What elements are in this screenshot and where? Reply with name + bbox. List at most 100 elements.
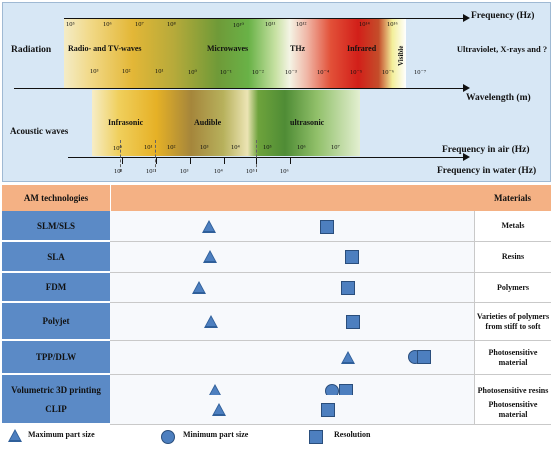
table-row-sla: SLA Resins <box>2 242 551 273</box>
water-frequency-tick: 10² <box>146 168 155 175</box>
scale-cell <box>110 303 474 341</box>
material-name: Photosensitive material <box>474 395 551 425</box>
water-tick-mark <box>156 158 157 164</box>
tech-name: SLM/SLS <box>2 211 110 242</box>
material-name: Photosensitive material <box>474 341 551 375</box>
frequency-tick: 10¹² <box>296 21 307 28</box>
water-tick-mark <box>224 158 225 164</box>
water-tick-mark <box>290 158 291 164</box>
air-frequency-tick: 10¹ <box>144 144 153 151</box>
region-visible: Visible <box>397 45 405 66</box>
max-part-size-triangle-icon <box>208 384 222 397</box>
wavelength-axis-arrow-icon <box>463 84 470 92</box>
frequency-axis <box>64 18 464 19</box>
scale-cell <box>110 341 474 375</box>
tech-name: Polyjet <box>2 303 110 341</box>
table-header-row: AM technologies Materials <box>2 185 551 212</box>
max-part-size-triangle-icon <box>212 403 226 416</box>
frequency-tick: 10⁷ <box>135 21 144 28</box>
resolution-square-icon <box>341 281 355 295</box>
tech-name: SLA <box>2 242 110 273</box>
acoustic-spectrum-band <box>92 90 360 156</box>
wavelength-tick: 10³ <box>90 68 99 75</box>
max-part-size-triangle-icon <box>204 315 218 328</box>
legend-triangle-icon <box>8 429 22 442</box>
wavelength-axis-label: Wavelength (m) <box>466 93 531 103</box>
water-frequency-tick: 10⁶ <box>280 168 289 175</box>
materials-header: Materials <box>494 193 531 203</box>
region-audible: Audible <box>194 118 222 127</box>
air-frequency-tick: 10⁷ <box>331 144 340 151</box>
frequency-tick: 10⁶ <box>103 21 112 28</box>
scale-cell <box>110 395 474 425</box>
water-frequency-tick: 10¹ <box>114 168 123 175</box>
air-frequency-tick: 10³ <box>200 144 209 151</box>
material-name: Metals <box>474 211 551 242</box>
resolution-square-icon <box>345 250 359 264</box>
frequency-tick: 10¹⁴ <box>359 21 370 28</box>
air-frequency-tick: 10⁰ <box>113 145 123 152</box>
frequency-axis-label: Frequency (Hz) <box>471 11 535 21</box>
region-infrared: Infrared <box>347 44 377 53</box>
radiation-label: Radiation <box>11 45 52 55</box>
divider-line <box>155 140 156 172</box>
region-ultrasonic: ultrasonic <box>290 118 325 127</box>
table-row-fdm: FDM Polymers <box>2 273 551 303</box>
tech-name: CLIP <box>2 395 110 425</box>
air-frequency-tick: 10⁴ <box>231 144 240 151</box>
water-tick-mark <box>256 158 257 164</box>
wavelength-axis <box>14 88 464 89</box>
wavelength-tick: 10⁻⁵ <box>350 69 363 76</box>
water-frequency-tick: 10⁵ <box>246 168 255 175</box>
air-frequency-tick: 10⁶ <box>297 144 306 151</box>
scale-cell <box>110 211 474 242</box>
material-name: Polymers <box>474 273 551 303</box>
material-name: Varieties of polymers from stiff to soft <box>474 303 551 341</box>
divider-line <box>120 140 121 172</box>
table-row-slm-sls: SLM/SLS Metals <box>2 211 551 242</box>
table-row-tpp-dlw: TPP/DLW Photosensitive material <box>2 341 551 375</box>
air-frequency-tick: 10² <box>167 144 176 151</box>
legend-min-part-size: Minimum part size <box>183 430 249 439</box>
wavelength-tick: 10⁻¹ <box>220 69 232 76</box>
frequency-water-label: Frequency in water (Hz) <box>437 166 537 176</box>
region-radio-tv: Radio- and TV-waves <box>68 44 142 53</box>
wavelength-tick: 10⁻⁶ <box>382 69 395 76</box>
legend-resolution: Resolution <box>334 430 371 439</box>
beyond-visible-label: Ultraviolet, X-rays and ? <box>456 44 548 54</box>
frequency-axis-arrow-icon <box>463 14 470 22</box>
water-frequency-tick: 10³ <box>180 168 189 175</box>
frequency-tick: 10⁵ <box>66 21 75 28</box>
am-technologies-header: AM technologies <box>23 193 89 203</box>
resolution-square-icon <box>346 315 360 329</box>
frequency-tick: 10¹⁶ <box>387 21 398 28</box>
legend-max-part-size: Maximum part size <box>28 430 95 439</box>
table-row-polyjet: Polyjet Varieties of polymers from stiff… <box>2 303 551 341</box>
region-infrasonic: Infrasonic <box>108 118 144 127</box>
water-tick-mark <box>122 158 123 164</box>
wavelength-tick: 10⁰ <box>188 69 198 76</box>
table-row: CLIP Photosensitive material <box>2 395 551 425</box>
wavelength-tick: 10⁻³ <box>285 69 297 76</box>
max-part-size-triangle-icon <box>202 220 216 233</box>
acoustic-waves-label: Acoustic waves <box>10 126 69 136</box>
am-technology-table: AM technologies Materials SLM/SLS Metals… <box>2 185 551 425</box>
legend-square-icon <box>309 430 323 444</box>
scale-cell <box>110 273 474 303</box>
tech-name: FDM <box>2 273 110 303</box>
resolution-square-icon <box>320 220 334 234</box>
material-name: Resins <box>474 242 551 273</box>
frequency-tick: 10¹¹ <box>265 21 276 28</box>
resolution-square-icon <box>417 350 431 364</box>
frequency-tick: 10¹⁰ <box>233 22 245 29</box>
table-row-clip: CLIP Photosensitive material <box>2 395 551 425</box>
resolution-square-icon <box>321 403 335 417</box>
region-thz: THz <box>290 44 306 53</box>
scale-cell <box>110 242 474 273</box>
divider-line <box>256 140 257 172</box>
frequency-air-axis-arrow-icon <box>463 153 470 161</box>
frequency-air-axis <box>68 157 464 158</box>
max-part-size-triangle-icon <box>341 351 355 364</box>
frequency-tick: 10⁸ <box>167 21 176 28</box>
